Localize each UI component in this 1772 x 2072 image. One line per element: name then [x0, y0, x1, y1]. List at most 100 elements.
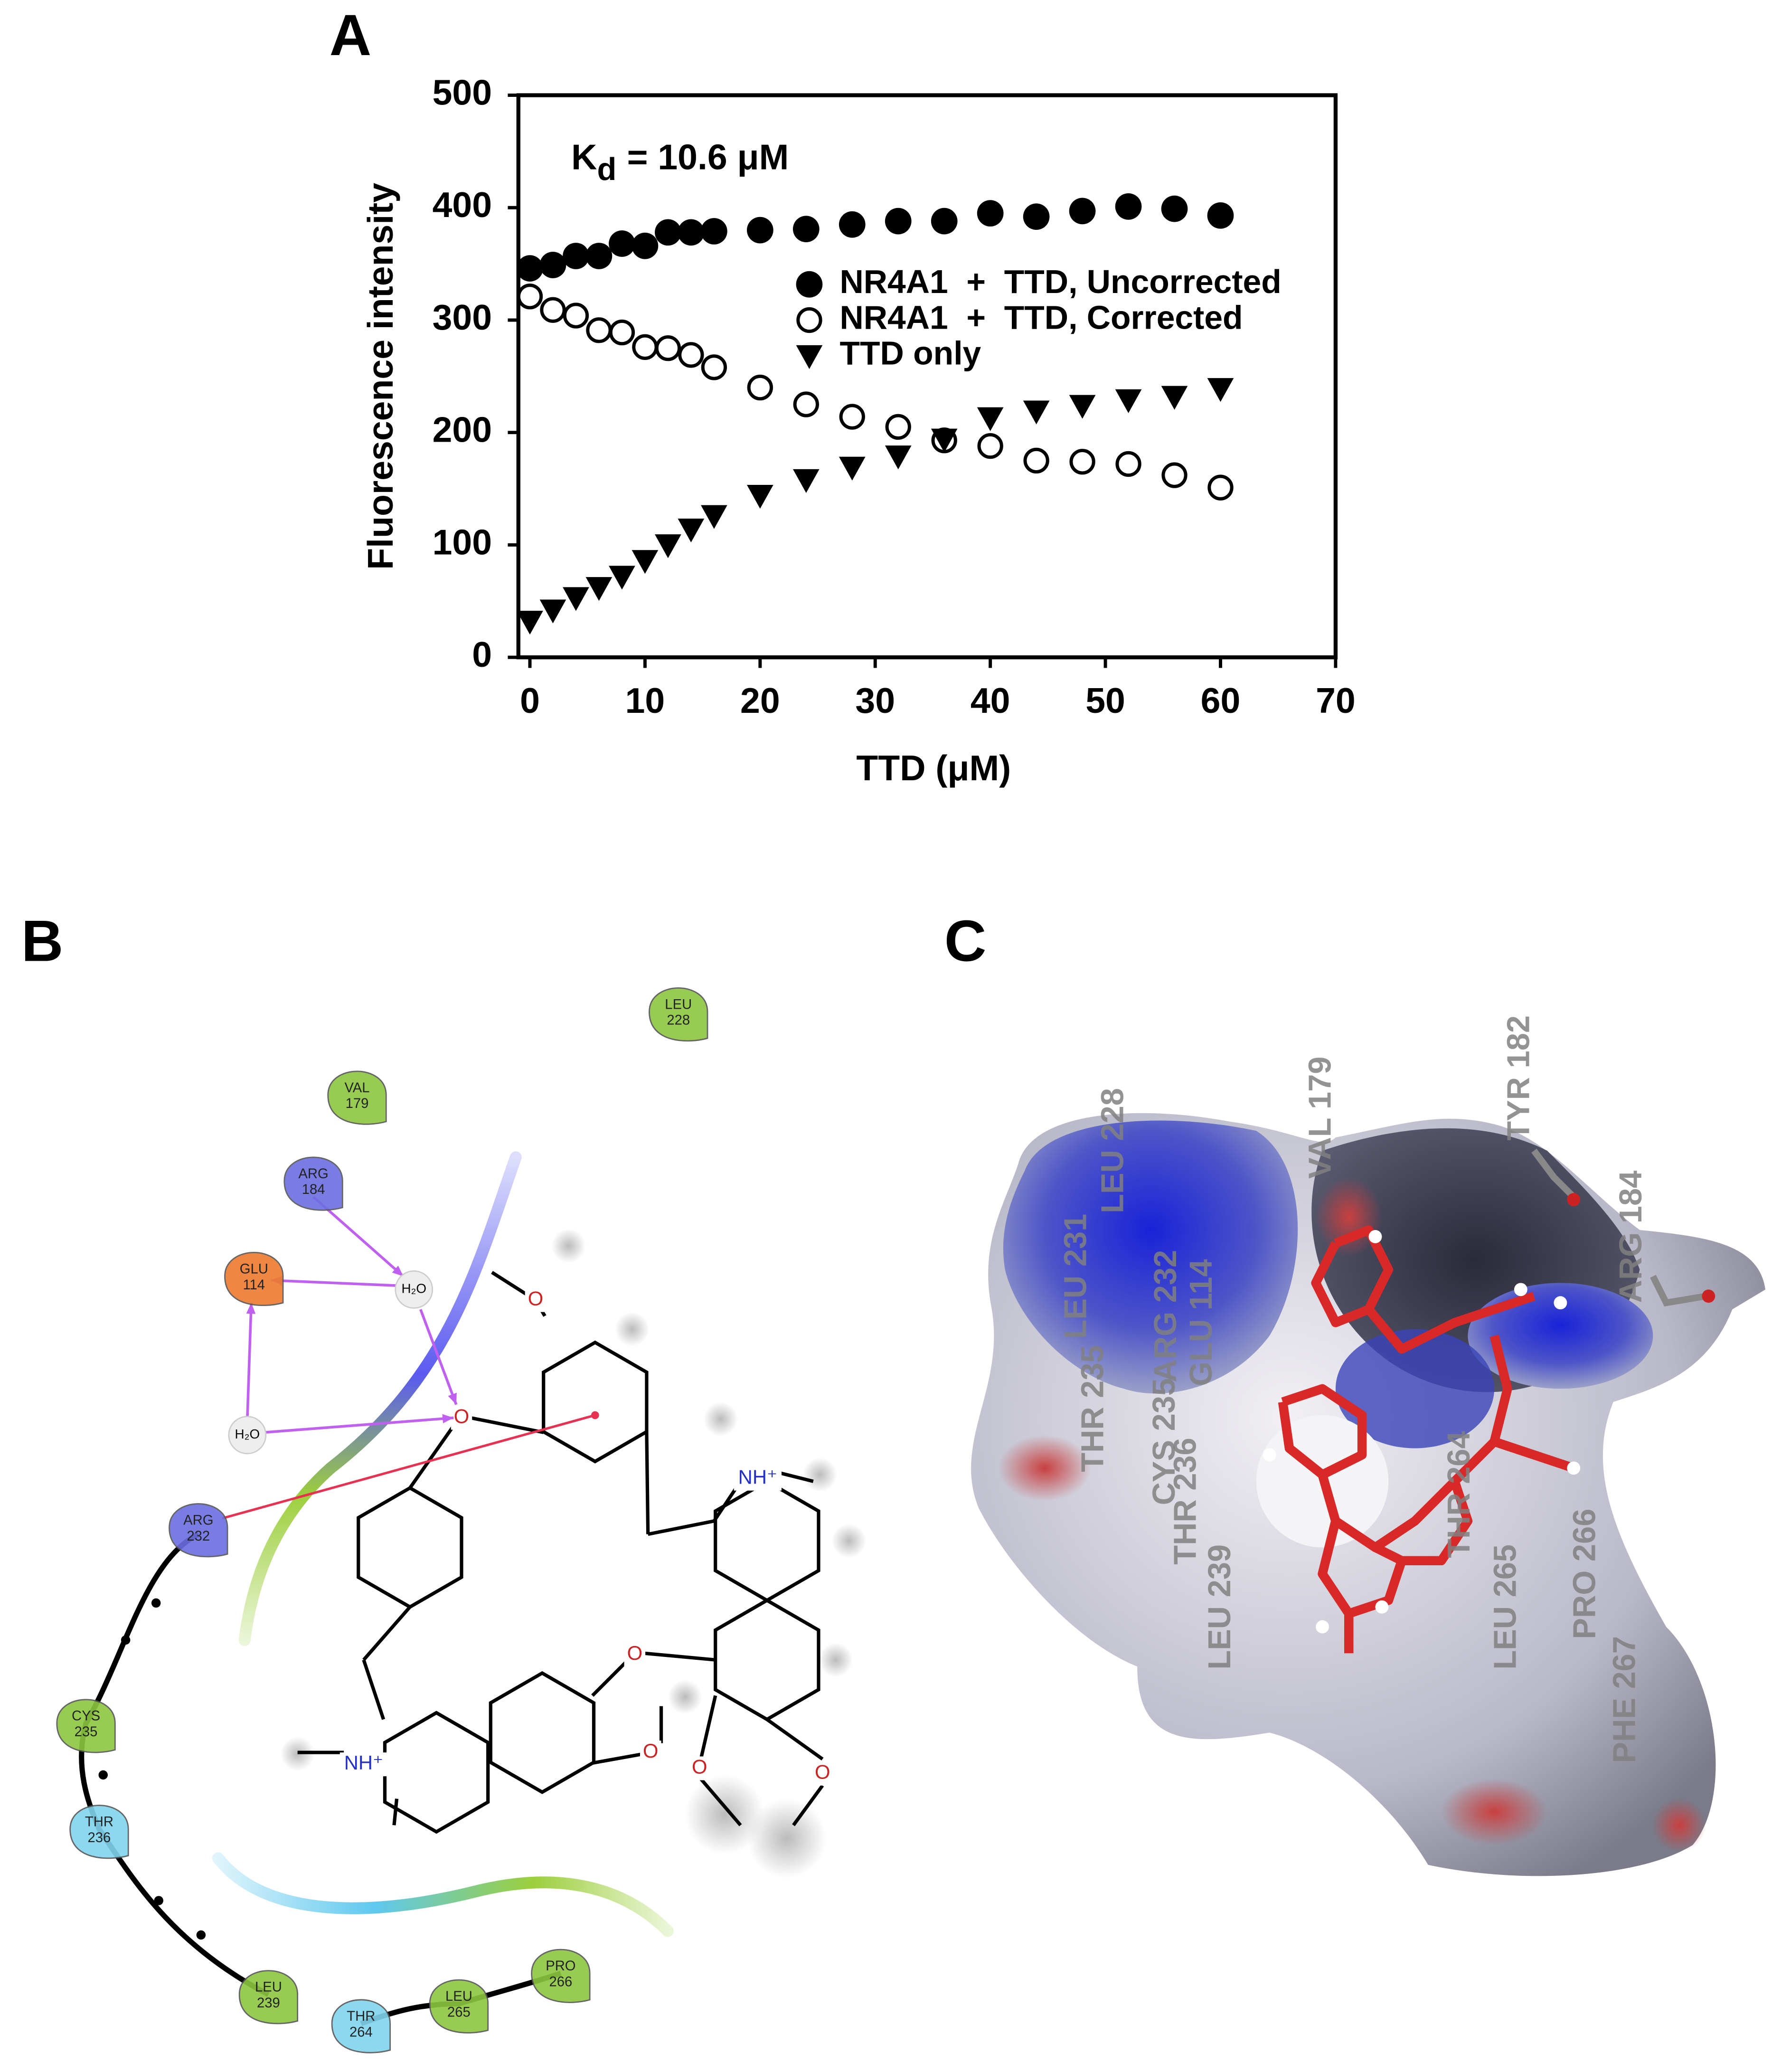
- marker: [792, 469, 820, 493]
- residue-number: 264: [349, 2025, 373, 2040]
- marker: [632, 232, 659, 259]
- residue-label: ARG 232: [1148, 1250, 1183, 1382]
- panel-label: B: [21, 908, 64, 974]
- marker: [977, 433, 1003, 459]
- legend-marker: [796, 307, 822, 333]
- marker: [1115, 451, 1141, 477]
- atom-background: [451, 1406, 472, 1430]
- atom: [1702, 1289, 1715, 1303]
- marker: [540, 297, 566, 323]
- residue-label: VAL 179: [1302, 1057, 1338, 1179]
- solvent-exposure: [615, 1312, 650, 1347]
- marker: [517, 611, 543, 635]
- bond: [792, 1784, 824, 1826]
- marker: [839, 456, 866, 481]
- residue-label: LEU 228: [1094, 1088, 1130, 1213]
- residue-label: THR 235: [1075, 1345, 1111, 1472]
- plot-frame: [516, 93, 1338, 660]
- marker: [746, 484, 773, 509]
- atom-background: [525, 1288, 547, 1312]
- bond: [644, 1651, 716, 1662]
- residue-name: CYS: [72, 1709, 100, 1724]
- residue-label: GLU 114: [1183, 1259, 1219, 1386]
- side-chains: [1531, 1148, 1706, 1306]
- water: [228, 1416, 267, 1455]
- atom-background: [624, 1642, 646, 1667]
- surface-positive: [1003, 1120, 1298, 1394]
- pi-cation: [222, 1414, 595, 1520]
- residue: [69, 1805, 129, 1859]
- ligand: [1278, 1225, 1575, 1654]
- bond: [766, 1718, 824, 1761]
- marker: [1161, 386, 1188, 410]
- x-tick-label: 60: [1201, 681, 1241, 720]
- surface-negative: [998, 1435, 1091, 1501]
- bond: [592, 1752, 644, 1765]
- residue-label: LEU 265: [1488, 1544, 1523, 1670]
- residue-number: 235: [75, 1724, 98, 1740]
- annotation-subscript: d: [597, 151, 616, 187]
- marker: [931, 428, 958, 453]
- bond: [470, 1416, 544, 1434]
- backbone: [79, 1532, 270, 1997]
- residue: [283, 1156, 343, 1211]
- marker: [1023, 400, 1050, 425]
- bond: [775, 1470, 814, 1483]
- y-tick-label: 100: [433, 522, 492, 562]
- backbone-dot: [154, 1896, 163, 1905]
- residue-number: 114: [243, 1277, 265, 1293]
- marker: [746, 217, 773, 244]
- hbond: [419, 1309, 458, 1405]
- surface-positive: [1335, 1329, 1495, 1448]
- backbone-dot: [121, 1635, 131, 1645]
- pocket-exposure: [212, 1852, 674, 1937]
- residue-number: 236: [88, 1830, 111, 1845]
- water-label: H₂O: [235, 1427, 260, 1441]
- residue-label: ARG 184: [1613, 1171, 1649, 1303]
- residue-number: 265: [447, 2005, 471, 2020]
- bond: [362, 1659, 386, 1720]
- residue: [649, 987, 708, 1042]
- residue-label: LEU 239: [1202, 1544, 1237, 1670]
- residue-name: PRO: [546, 1958, 575, 1974]
- ring: [542, 1340, 649, 1464]
- x-axis-label: TTD (μM): [856, 748, 1011, 788]
- marker: [1161, 195, 1188, 222]
- marker: [517, 255, 543, 282]
- annotation-value: = 10.6 μM: [627, 137, 789, 177]
- marker: [1069, 449, 1095, 475]
- residue: [56, 1699, 116, 1753]
- y-axis-label: Fluorescence intensity: [360, 183, 400, 570]
- marker: [839, 211, 866, 238]
- marker: [678, 219, 705, 246]
- marker: [701, 354, 727, 380]
- residue-name: LEU: [665, 997, 692, 1012]
- residue: [327, 1070, 387, 1125]
- residue-name: THR: [85, 1814, 113, 1829]
- marker: [585, 243, 613, 269]
- solvent-exposure: [668, 1679, 702, 1714]
- y-tick-label: 0: [472, 634, 492, 674]
- surface-negative: [1441, 1779, 1547, 1845]
- solvent-exposure: [703, 1402, 738, 1437]
- marker: [655, 335, 681, 361]
- solvent-exposure: [802, 1457, 837, 1492]
- residue-label: THR 236: [1168, 1438, 1203, 1564]
- residue-name: LEU: [445, 1989, 472, 2004]
- atom-background: [339, 1752, 388, 1777]
- marker: [678, 342, 704, 368]
- backbone-dot: [151, 1598, 161, 1608]
- annotation-symbol: K: [571, 137, 597, 177]
- marker: [1023, 447, 1049, 474]
- bond: [645, 1432, 650, 1534]
- marker: [563, 243, 589, 269]
- bond: [591, 1660, 628, 1697]
- atom-label: O: [692, 1756, 707, 1778]
- x-tick-label: 20: [740, 681, 780, 720]
- marker: [609, 319, 635, 346]
- hbond-arrowhead: [448, 1392, 457, 1405]
- marker: [1115, 193, 1142, 220]
- residue-number: 179: [346, 1096, 369, 1111]
